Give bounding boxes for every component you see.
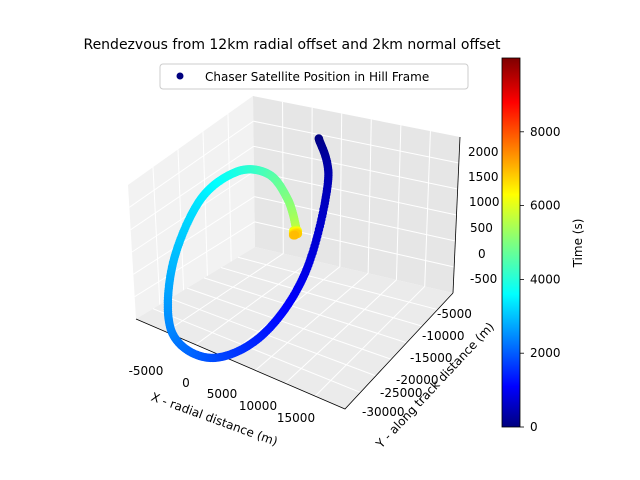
x-tick-label: -5000 <box>129 364 164 378</box>
grid-line <box>133 196 255 275</box>
legend-marker <box>176 72 184 80</box>
pane-floor <box>136 247 453 409</box>
grid-line <box>227 113 232 262</box>
grid-lines <box>129 101 459 397</box>
trajectory-point <box>290 230 300 240</box>
colorbar-tick-label: 0 <box>530 420 538 434</box>
chart-title: Rendezvous from 12km radial offset and 2… <box>83 37 501 53</box>
y-tick-label: -25000 <box>380 386 423 400</box>
y-tick-label: -20000 <box>396 373 439 387</box>
z-tick-label: 0 <box>478 247 486 261</box>
legend: Chaser Satellite Position in Hill Frame <box>159 63 469 90</box>
grid-line <box>253 171 457 216</box>
y-tick-label: -15000 <box>410 351 453 365</box>
grid-line <box>254 221 455 268</box>
x-tick-label: 0 <box>182 376 190 390</box>
z-tick-label: 1000 <box>469 195 500 209</box>
grid-line <box>203 277 407 344</box>
colorbar-tick-label: 8000 <box>530 125 561 139</box>
colorbar-label: Time (s) <box>571 219 585 269</box>
grid-line <box>152 308 361 393</box>
z-tick-labels: 2000 1500 1000 500 0 -500 <box>468 145 500 286</box>
grid-line <box>237 256 438 311</box>
z-tick-label: 2000 <box>468 145 499 159</box>
y-tick-label: -10000 <box>422 329 465 343</box>
grid-line <box>152 167 161 305</box>
pane-edges <box>135 292 454 410</box>
colorbar-ticks: 0 2000 4000 6000 8000 <box>520 125 561 434</box>
legend-label: Chaser Satellite Position in Hill Frame <box>205 70 429 84</box>
grid-line <box>220 267 423 327</box>
x-tick-label: 15000 <box>277 411 315 425</box>
grid-line <box>253 120 459 164</box>
x-tick-label: 10000 <box>239 399 277 413</box>
colorbar-tick-label: 2000 <box>530 346 561 360</box>
pane-back <box>253 96 460 293</box>
y-tick-label: -5000 <box>437 307 472 321</box>
grid-line <box>177 149 185 291</box>
grid-line <box>134 221 255 298</box>
z-tick-label: 500 <box>470 221 493 235</box>
grid-line <box>130 145 254 231</box>
grid-line <box>195 259 312 346</box>
grid-line <box>169 297 377 377</box>
z-tick-label: -500 <box>470 272 497 286</box>
colorbar: 0 2000 4000 6000 8000 Time (s) <box>501 57 585 434</box>
legend-box <box>159 63 469 90</box>
grid-line <box>253 145 458 190</box>
y-tick-labels: -5000 -10000 -15000 -20000-25000 -30000 <box>362 307 472 419</box>
grid-line <box>314 286 426 397</box>
grid-line <box>255 272 369 371</box>
x-tick-label: 5000 <box>207 387 238 401</box>
grid-line <box>165 253 284 333</box>
grid-line <box>129 120 254 208</box>
axes-3d <box>128 96 461 410</box>
z-axis-line <box>452 136 461 294</box>
z-tick-label: 1500 <box>468 170 499 184</box>
grid-line <box>202 131 208 276</box>
colorbar-tick-label: 4000 <box>530 272 561 286</box>
grid-line <box>284 279 397 384</box>
colorbar-gradient <box>501 57 521 428</box>
y-tick-label: -30000 <box>362 405 405 419</box>
grid-line <box>186 287 392 360</box>
colorbar-tick-label: 6000 <box>530 199 561 213</box>
trajectory-series <box>163 134 333 363</box>
